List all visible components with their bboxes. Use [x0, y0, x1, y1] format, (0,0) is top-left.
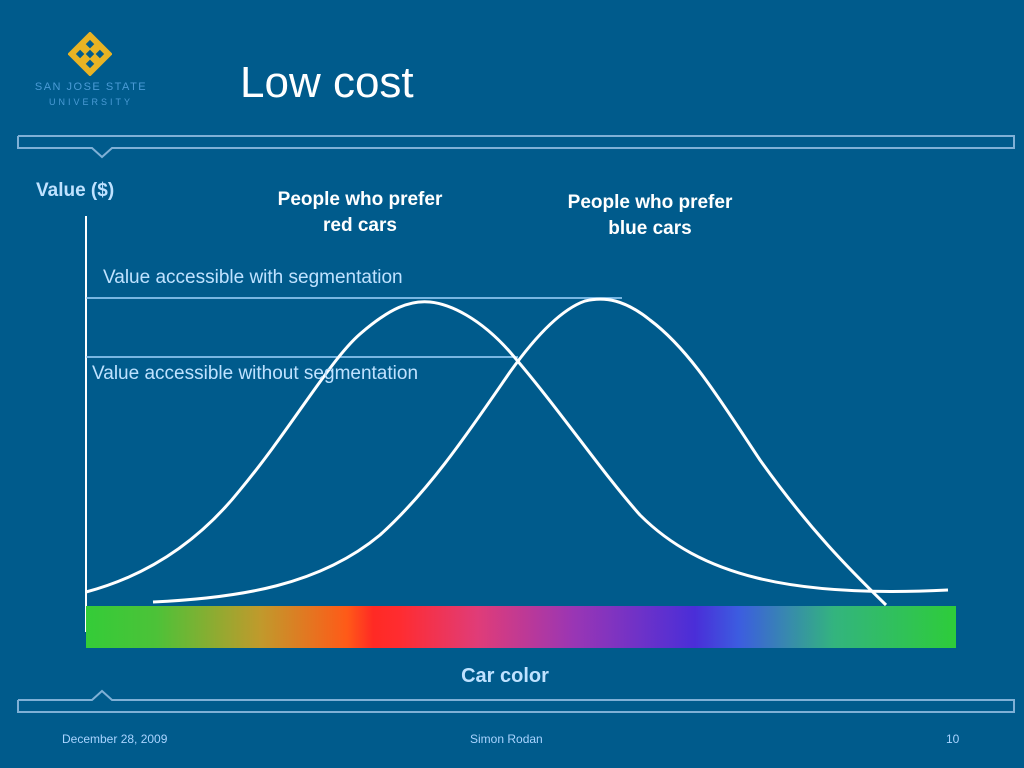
curve-red-cars	[85, 300, 949, 594]
footer-page-number: 10	[946, 732, 960, 746]
x-axis-label: Car color	[461, 665, 549, 687]
slide-title: Low cost	[240, 58, 414, 107]
label-without-segmentation: Value accessible without segmentation	[92, 363, 419, 384]
university-logo-icon	[68, 32, 112, 76]
label-with-segmentation: Value accessible with segmentation	[103, 267, 403, 288]
logo-subtitle: UNIVERSITY	[48, 97, 133, 107]
footer-date: December 28, 2009	[62, 732, 168, 746]
curve-blue-cars	[152, 297, 888, 607]
curve-label-blue-line-1: People who prefer	[567, 192, 733, 213]
car-color-spectrum-bar	[86, 606, 956, 648]
curve-label-blue-cars: People who prefer blue cars	[530, 190, 770, 242]
curve-label-red-cars: People who prefer red cars	[240, 187, 480, 239]
curve-label-red-line-2: red cars	[323, 215, 397, 236]
footer-author: Simon Rodan	[470, 732, 543, 746]
logo-name: SAN JOSE STATE	[34, 81, 148, 93]
y-axis-label: Value ($)	[36, 180, 115, 201]
curve-label-red-line-1: People who prefer	[277, 189, 443, 210]
curve-label-blue-line-2: blue cars	[608, 218, 692, 239]
